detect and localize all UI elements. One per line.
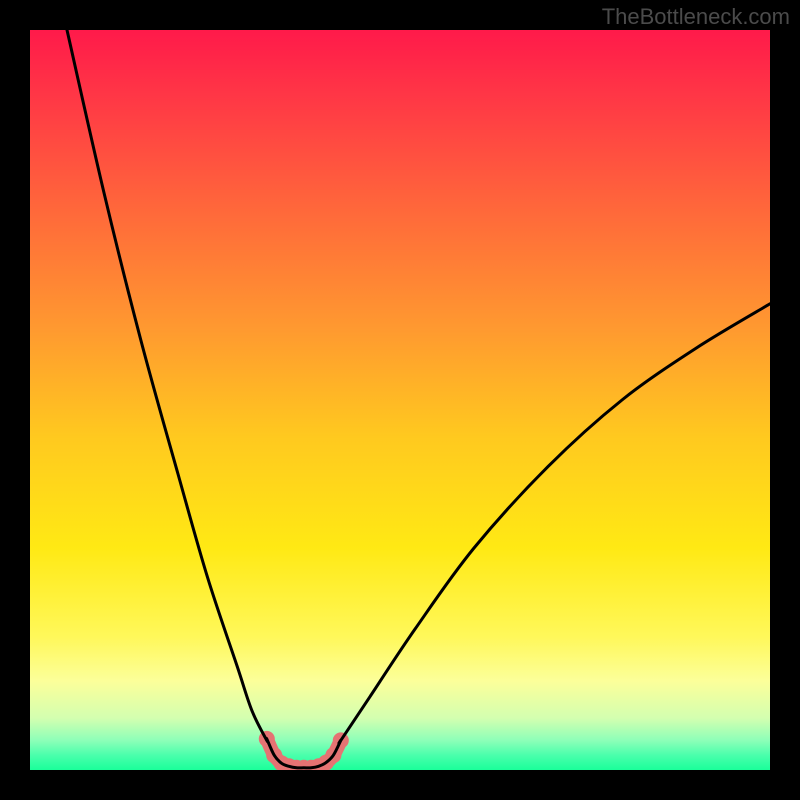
watermark-text: TheBottleneck.com: [602, 4, 790, 30]
chart-container: TheBottleneck.com: [0, 0, 800, 800]
gradient-background: [30, 30, 770, 770]
curve-layer: [30, 30, 770, 770]
plot-area: [30, 30, 770, 770]
